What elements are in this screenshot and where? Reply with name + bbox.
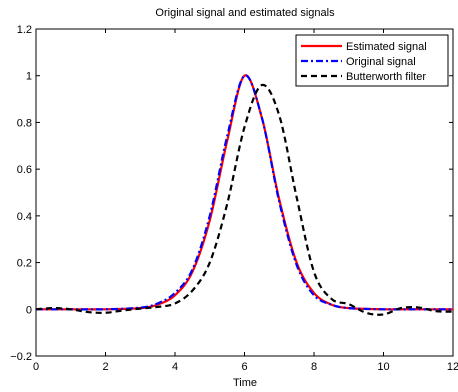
y-tick-label: 1 [26,71,32,83]
x-tick-label: 4 [172,361,178,373]
y-tick-label: 1.2 [17,24,32,36]
x-tick-label: 12 [447,361,458,373]
y-tick-label: −0.2 [10,351,32,363]
x-axis-label: Time [233,377,257,389]
x-tick-label: 6 [241,361,247,373]
legend: Estimated signal Original signal Butterwor… [295,34,449,87]
legend-label-1: Estimated signal [346,41,427,53]
y-tick-label: 0 [26,304,32,316]
series-line-3 [35,83,454,316]
x-tick-label: 10 [377,361,389,373]
y-tick-label: 0.4 [17,211,32,223]
legend-label-2: Original signal [346,56,416,68]
chart-title: Original signal and estimated signals [155,7,335,19]
x-tick-label: 2 [102,361,108,373]
y-tick-label: 0.2 [17,258,32,270]
axis-ticks: 0 2 4 6 8 10 12−0.200.20.40.60.811.2 [10,24,458,373]
x-tick-label: 0 [33,361,39,373]
y-tick-label: 0.6 [17,164,32,176]
y-tick-label: 0.8 [17,117,32,129]
legend-label-3: Butterworth filter [346,71,426,83]
x-tick-label: 8 [311,361,317,373]
series-group [35,74,454,316]
